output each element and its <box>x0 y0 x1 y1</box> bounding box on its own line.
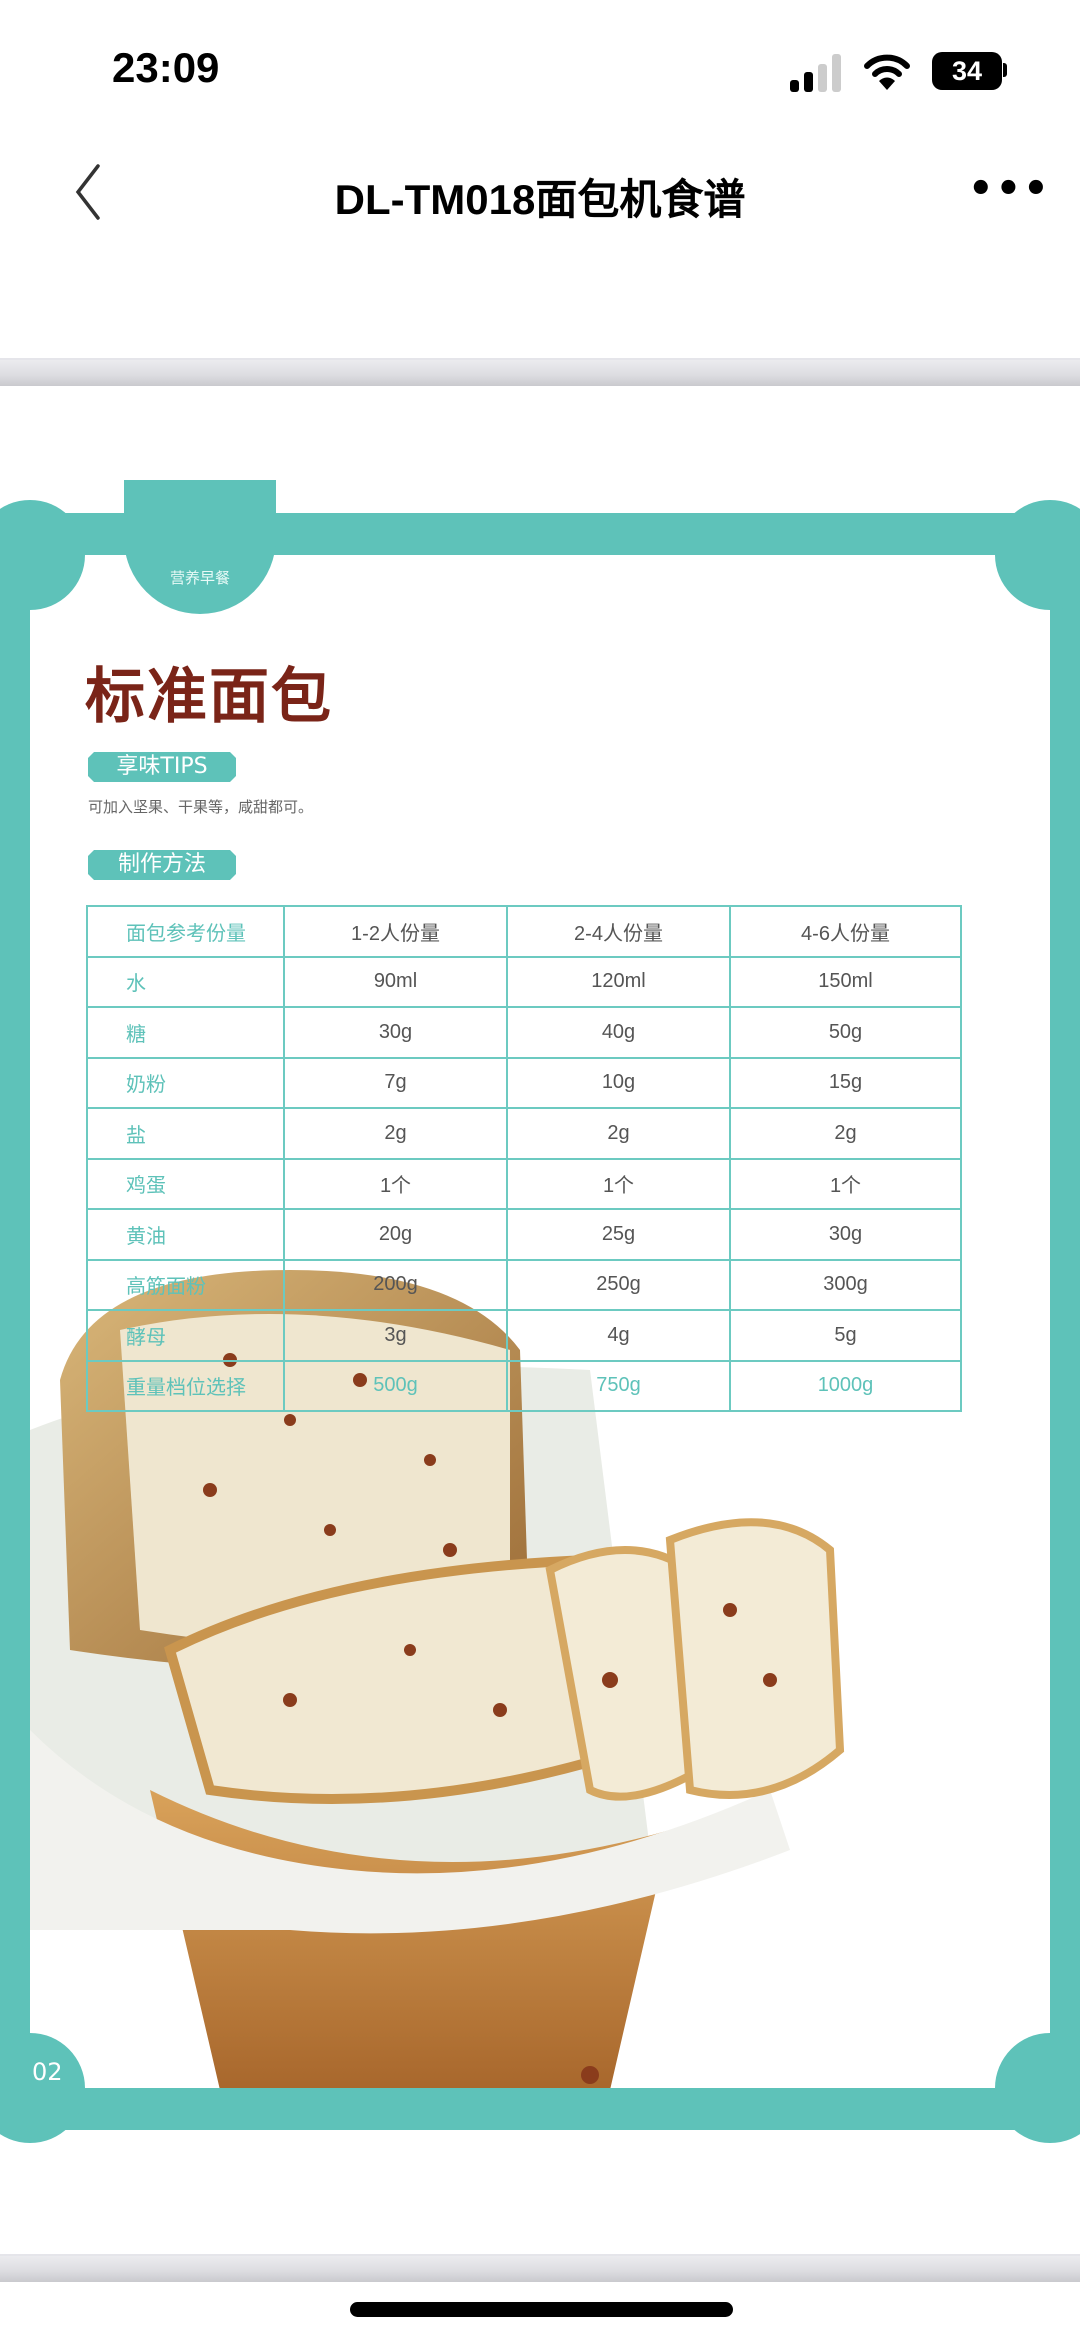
ingredient-name: 鸡蛋 <box>86 1157 285 1210</box>
wifi-icon <box>864 54 910 90</box>
ingredient-amount: 2g <box>283 1107 508 1160</box>
ingredient-name: 盐 <box>86 1107 285 1160</box>
ingredient-amount: 2g <box>729 1107 962 1160</box>
table-row: 酵母 3g 4g 5g <box>86 1309 962 1362</box>
table-row: 重量档位选择 500g 750g 1000g <box>86 1359 962 1412</box>
table-row: 鸡蛋 1个 1个 1个 <box>86 1157 962 1210</box>
cellular-signal-icon <box>790 54 846 92</box>
ingredient-amount: 200g <box>283 1258 508 1311</box>
ingredient-amount: 750g <box>506 1359 731 1412</box>
tips-text: 可加入坚果、干果等，咸甜都可。 <box>88 798 314 816</box>
ingredient-name: 酵母 <box>86 1309 285 1362</box>
ingredient-amount: 150ml <box>729 955 962 1008</box>
ingredient-name: 奶粉 <box>86 1056 285 1109</box>
category-tab: 营养早餐 <box>124 480 276 614</box>
corner-ornament <box>0 500 85 610</box>
ingredient-amount: 15g <box>729 1056 962 1109</box>
table-header-cell: 1-2人份量 <box>283 905 508 958</box>
ingredient-amount: 25g <box>506 1208 731 1261</box>
ingredient-amount: 3g <box>283 1309 508 1362</box>
divider-bar <box>0 358 1080 386</box>
table-row: 盐 2g 2g 2g <box>86 1107 962 1160</box>
table-row: 黄油 20g 25g 30g <box>86 1208 962 1261</box>
corner-ornament <box>995 500 1080 610</box>
table-header-cell: 2-4人份量 <box>506 905 731 958</box>
divider-bar <box>0 2254 1080 2282</box>
table-row: 奶粉 7g 10g 15g <box>86 1056 962 1109</box>
battery-icon: 34 <box>932 52 1002 90</box>
ingredient-amount: 90ml <box>283 955 508 1008</box>
ingredient-name: 水 <box>86 955 285 1008</box>
table-row: 糖 30g 40g 50g <box>86 1006 962 1059</box>
corner-ornament <box>995 2033 1080 2143</box>
ingredient-amount: 7g <box>283 1056 508 1109</box>
ingredient-name: 高筋面粉 <box>86 1258 285 1311</box>
ingredient-amount: 2g <box>506 1107 731 1160</box>
ingredient-amount: 1000g <box>729 1359 962 1412</box>
ingredient-amount: 30g <box>729 1208 962 1261</box>
table-row: 水 90ml 120ml 150ml <box>86 955 962 1008</box>
ingredient-amount: 120ml <box>506 955 731 1008</box>
status-time: 23:09 <box>112 44 220 91</box>
ingredient-name: 重量档位选择 <box>86 1359 285 1412</box>
ingredient-amount: 5g <box>729 1309 962 1362</box>
table-header-row: 面包参考份量 1-2人份量 2-4人份量 4-6人份量 <box>86 905 962 958</box>
ingredient-amount: 10g <box>506 1056 731 1109</box>
method-label: 制作方法 <box>88 850 236 880</box>
tips-label: 享味TIPS <box>88 752 236 782</box>
ingredient-amount: 1个 <box>506 1157 731 1210</box>
ingredient-amount: 20g <box>283 1208 508 1261</box>
ingredient-amount: 300g <box>729 1258 962 1311</box>
more-options-icon[interactable]: ••• <box>968 166 1051 212</box>
corner-ornament <box>0 2033 85 2143</box>
ingredient-amount: 1个 <box>283 1157 508 1210</box>
ingredient-amount: 4g <box>506 1309 731 1362</box>
ingredient-amount: 50g <box>729 1006 962 1059</box>
page-number: 02 <box>32 2058 63 2086</box>
ingredient-name: 黄油 <box>86 1208 285 1261</box>
table-header-cell: 面包参考份量 <box>86 905 285 958</box>
ingredient-amount: 1个 <box>729 1157 962 1210</box>
nav-title: DL-TM018面包机食谱 <box>334 176 746 223</box>
table-header-cell: 4-6人份量 <box>729 905 962 958</box>
recipe-title: 标准面包 <box>85 662 333 732</box>
home-indicator[interactable] <box>350 2302 733 2317</box>
table-row: 高筋面粉 200g 250g 300g <box>86 1258 962 1311</box>
ingredient-amount: 40g <box>506 1006 731 1059</box>
battery-tip <box>1003 63 1007 77</box>
ingredient-amount: 250g <box>506 1258 731 1311</box>
ingredient-amount: 30g <box>283 1006 508 1059</box>
ingredient-table: 面包参考份量 1-2人份量 2-4人份量 4-6人份量 水 90ml 120ml 15… <box>86 905 962 1412</box>
ingredient-name: 糖 <box>86 1006 285 1059</box>
back-chevron-icon[interactable] <box>74 162 104 222</box>
ingredient-amount: 500g <box>283 1359 508 1412</box>
